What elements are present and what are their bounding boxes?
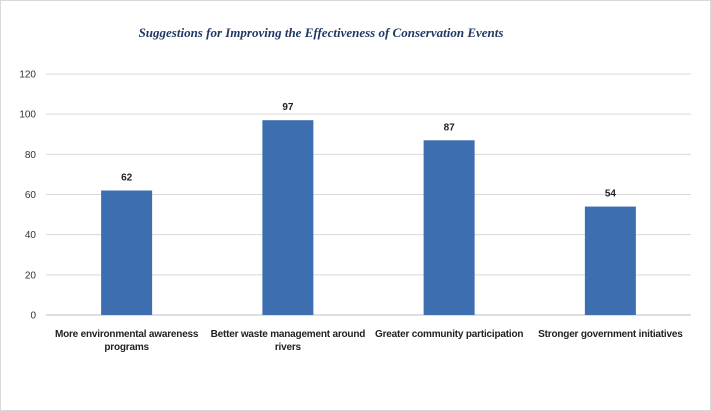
y-tick-label: 100 (19, 110, 36, 121)
x-category-label: Stronger government initiatives (538, 329, 683, 340)
data-label: 87 (444, 122, 456, 133)
y-tick-label: 120 (19, 70, 36, 81)
y-tick-label: 60 (25, 190, 37, 201)
y-tick-label: 0 (30, 311, 36, 322)
data-label: 97 (282, 102, 294, 113)
y-tick-label: 40 (25, 230, 37, 241)
x-category-label: Better waste management around rivers (210, 329, 366, 353)
y-tick-label: 80 (25, 150, 37, 161)
data-label: 54 (605, 189, 617, 200)
x-category-label: Greater community participation (374, 329, 524, 340)
y-tick-label: 20 (25, 270, 37, 281)
chart-title: Suggestions for Improving the Effectiven… (138, 25, 504, 40)
bar (101, 190, 153, 315)
bar (584, 206, 636, 315)
bar (423, 140, 475, 315)
data-label: 62 (121, 172, 133, 183)
bar (262, 120, 314, 315)
x-category-label: More environmental awareness programs (54, 329, 199, 353)
